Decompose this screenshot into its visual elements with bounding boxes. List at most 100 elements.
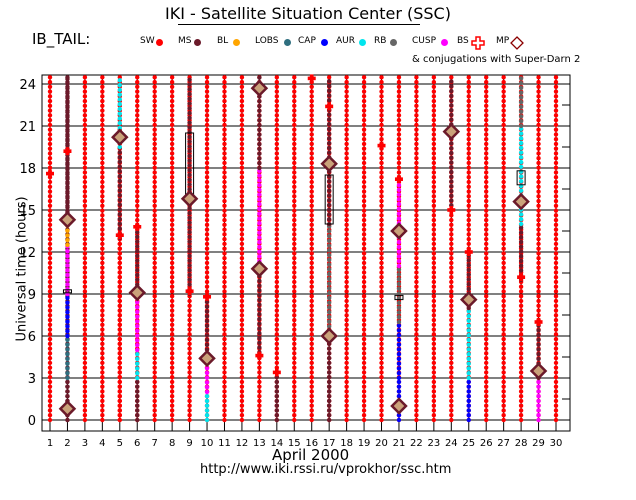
region-dot: [117, 303, 122, 308]
region-dot: [466, 309, 471, 314]
region-dot: [431, 79, 437, 85]
region-dot: [135, 338, 140, 343]
region-dot: [292, 408, 297, 413]
region-dot: [292, 141, 297, 147]
region-dot: [169, 298, 175, 304]
region-dot: [518, 95, 524, 100]
region-dot: [169, 203, 175, 208]
region-dot: [326, 136, 332, 141]
region-dot: [431, 341, 437, 347]
region-dot: [135, 229, 140, 235]
region-dot: [501, 303, 506, 308]
region-dot: [82, 317, 88, 323]
region-dot: [187, 313, 192, 318]
region-dot: [222, 160, 227, 166]
region-dot: [553, 313, 559, 318]
region-dot: [396, 103, 402, 109]
region-dot: [344, 298, 349, 304]
region-dot: [292, 184, 297, 189]
region-dot: [47, 236, 53, 242]
region-dot: [65, 272, 70, 278]
region-dot: [135, 198, 140, 204]
region-dot: [361, 184, 367, 189]
region-dot: [326, 150, 332, 155]
region-dot: [309, 313, 314, 318]
region-dot: [536, 352, 541, 357]
region-dot: [47, 346, 53, 351]
region-dot: [117, 298, 122, 304]
region-dot: [449, 160, 454, 165]
region-dot: [100, 241, 105, 247]
region-dot: [257, 307, 262, 312]
region-dot: [257, 192, 262, 197]
region-dot: [169, 108, 175, 113]
region-dot: [152, 122, 157, 128]
region-dot: [501, 194, 506, 199]
region-dot: [169, 341, 175, 347]
region-dot: [414, 113, 419, 118]
region-dot: [100, 151, 105, 156]
region-dot: [379, 151, 384, 156]
region-dot: [204, 284, 210, 289]
region-dot: [361, 351, 367, 356]
region-dot: [501, 89, 506, 94]
region-dot: [169, 132, 175, 137]
region-dot: [536, 141, 541, 147]
region-dot: [100, 103, 105, 109]
region-dot: [169, 279, 175, 285]
region-dot: [484, 146, 489, 151]
region-dot: [361, 246, 367, 251]
region-dot: [292, 336, 297, 342]
region-dot: [274, 417, 280, 423]
region-dot: [204, 151, 210, 156]
region-dot: [152, 275, 157, 280]
region-dot: [309, 341, 314, 347]
region-dot: [379, 327, 384, 332]
region-dot: [257, 408, 262, 413]
region-dot: [135, 253, 140, 259]
region-dot: [135, 333, 140, 338]
region-dot: [257, 244, 262, 250]
bow-shock-marker: [309, 74, 314, 83]
region-dot: [292, 413, 297, 418]
region-dot: [414, 227, 419, 232]
region-dot: [361, 75, 367, 80]
region-dot: [135, 160, 140, 166]
region-dot: [292, 308, 297, 313]
region-dot: [169, 384, 175, 389]
region-dot: [292, 270, 297, 275]
region-dot: [65, 361, 70, 366]
region-dot: [222, 189, 227, 194]
x-tick-label: 18: [340, 438, 353, 449]
region-dot: [257, 389, 262, 394]
region-dot: [257, 297, 262, 303]
region-dot: [396, 347, 402, 352]
region-dot: [431, 365, 437, 370]
source-url[interactable]: http://www.iki.rssi.ru/vprokhor/ssc.htm: [200, 462, 452, 477]
region-dot: [361, 341, 367, 347]
region-dot: [484, 160, 489, 166]
region-dot: [449, 222, 454, 228]
region-dot: [379, 170, 384, 175]
region-dot: [536, 122, 541, 128]
region-dot: [117, 322, 122, 327]
region-dot: [204, 323, 210, 329]
region-dot: [518, 360, 524, 366]
region-dot: [309, 394, 314, 399]
region-dot: [152, 241, 157, 247]
region-dot: [361, 198, 367, 204]
region-dot: [344, 127, 349, 132]
region-dot: [292, 165, 297, 170]
region-dot: [239, 389, 245, 394]
region-dot: [82, 294, 88, 299]
region-dot: [396, 342, 402, 347]
region-dot: [309, 303, 314, 308]
region-dot: [222, 213, 227, 218]
region-dot: [65, 389, 70, 394]
region-dot: [484, 370, 489, 375]
region-dot: [326, 229, 332, 234]
region-dot: [204, 370, 210, 376]
region-dot: [187, 158, 192, 163]
region-dot: [466, 151, 471, 156]
region-dot: [117, 394, 122, 399]
